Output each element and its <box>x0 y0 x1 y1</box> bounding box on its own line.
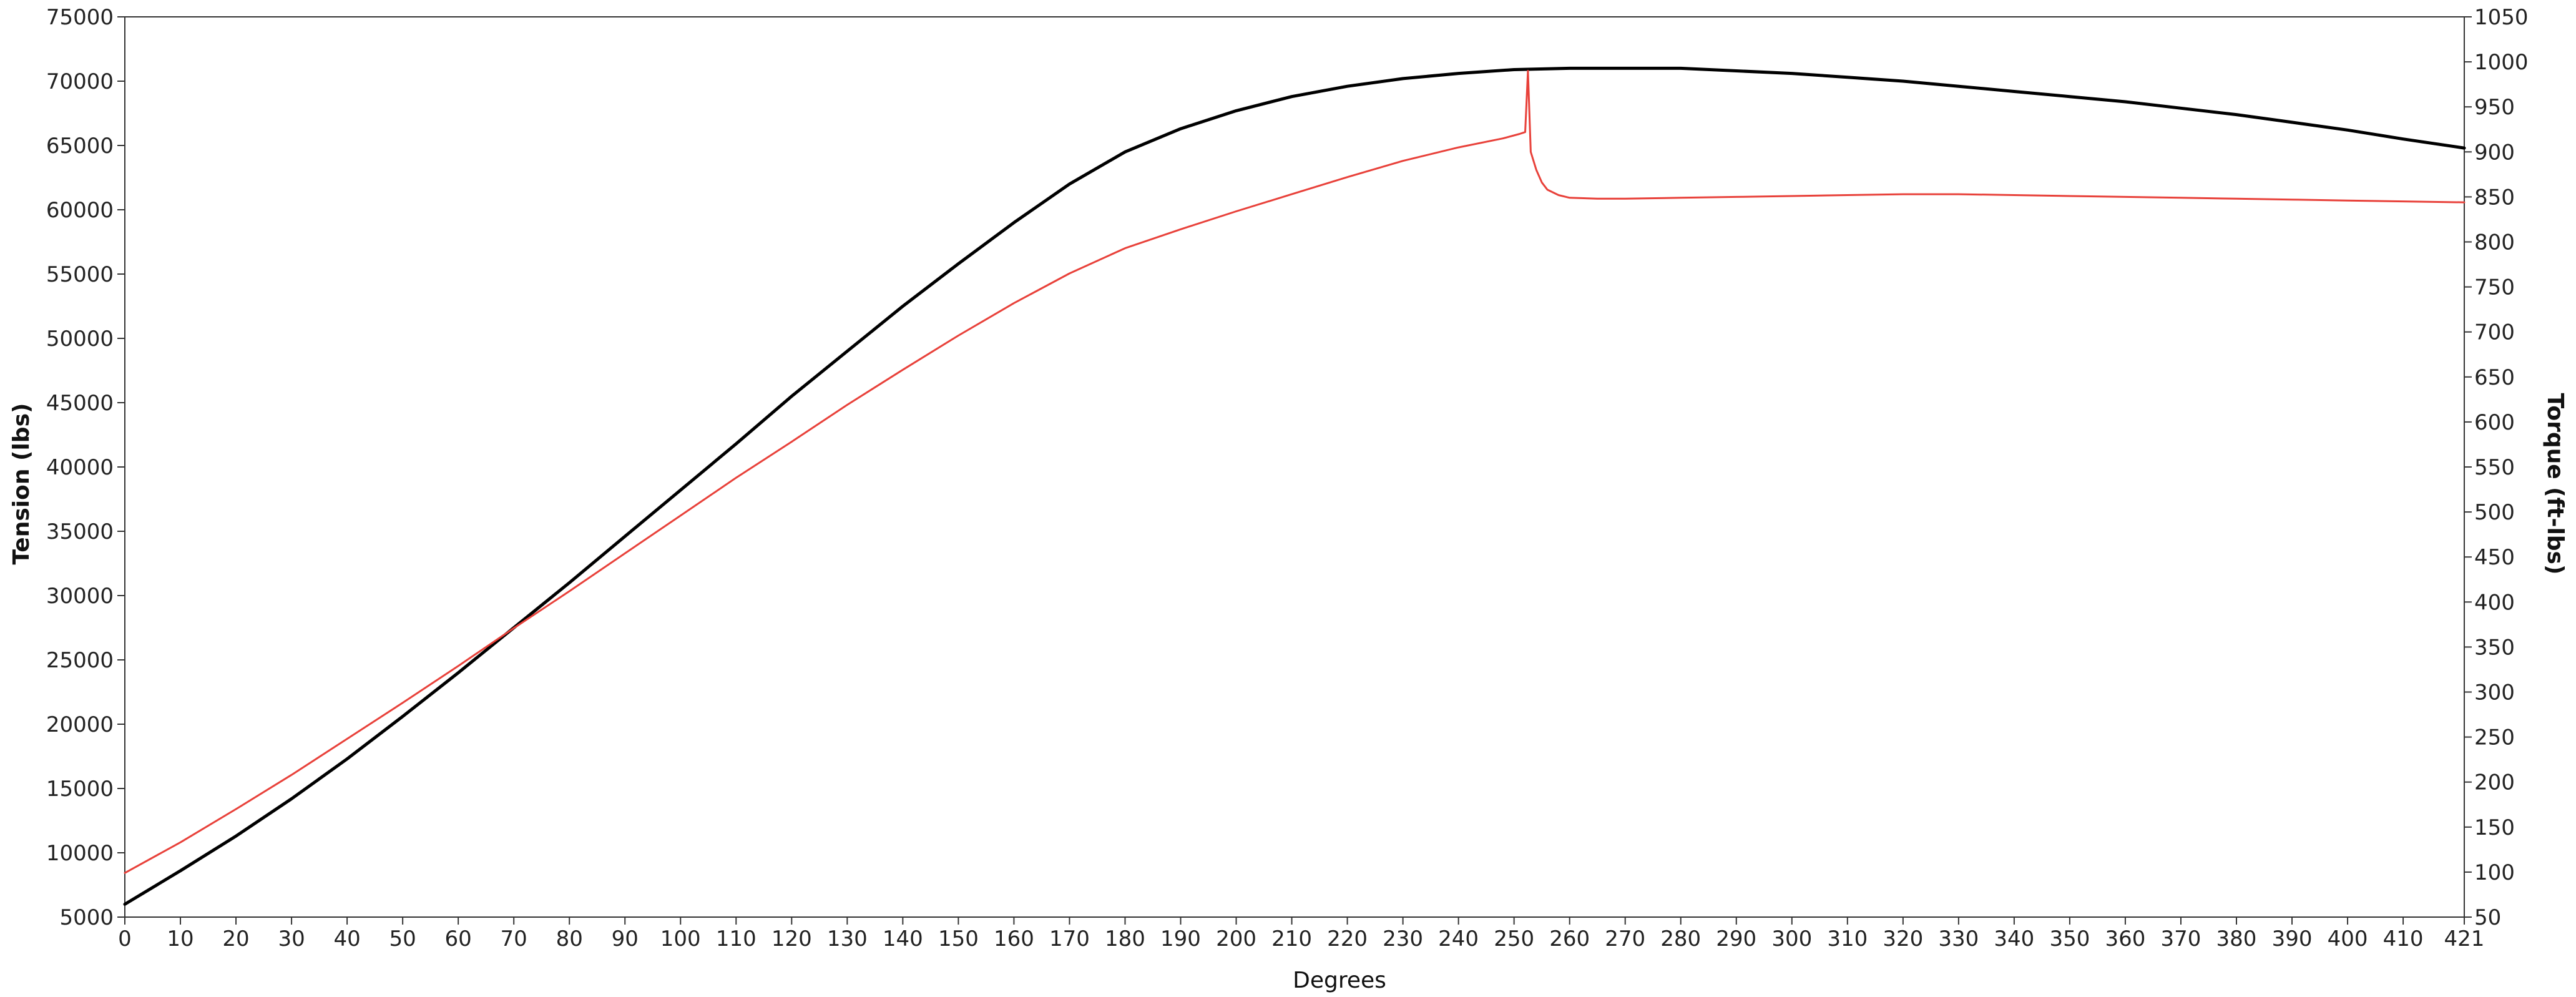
x-tick-label: 421 <box>2444 926 2485 951</box>
x-tick-label: 10 <box>167 926 193 951</box>
x-tick-label: 260 <box>1549 926 1590 951</box>
torque-series-line <box>124 70 2466 874</box>
x-tick-label: 150 <box>938 926 979 951</box>
x-tick-label: 180 <box>1105 926 1145 951</box>
y-left-tick-label: 40000 <box>46 455 114 480</box>
x-tick-label: 370 <box>2161 926 2201 951</box>
y-axis-right-title: Torque (ft-lbs) <box>2542 393 2568 575</box>
x-tick-label: 330 <box>1938 926 1979 951</box>
y-right-tick-label: 400 <box>2474 590 2515 615</box>
x-tick-label: 340 <box>1994 926 2034 951</box>
x-tick-label: 290 <box>1716 926 1756 951</box>
y-left-tick-label: 25000 <box>46 648 114 673</box>
y-right-tick-label: 300 <box>2474 680 2515 705</box>
y-right-tick-label: 550 <box>2474 455 2515 480</box>
y-right-tick-label: 650 <box>2474 365 2515 390</box>
y-left-tick-label: 70000 <box>46 69 114 94</box>
x-tick-label: 60 <box>445 926 472 951</box>
plot-frame <box>124 16 2465 918</box>
x-tick-label: 30 <box>278 926 305 951</box>
x-tick-label: 120 <box>771 926 812 951</box>
x-tick-label: 170 <box>1049 926 1090 951</box>
x-tick-label: 410 <box>2383 926 2424 951</box>
x-tick-label: 210 <box>1271 926 1312 951</box>
y-right-tick-label: 200 <box>2474 770 2515 795</box>
y-left-tick-label: 30000 <box>46 584 114 609</box>
y-right-tick-label: 100 <box>2474 860 2515 885</box>
x-tick-label: 230 <box>1383 926 1423 951</box>
x-tick-label: 300 <box>1771 926 1812 951</box>
y-right-tick-label: 750 <box>2474 275 2515 300</box>
y-right-tick-label: 850 <box>2474 185 2515 210</box>
y-left-tick-label: 5000 <box>59 905 114 930</box>
y-right-tick-label: 800 <box>2474 230 2515 255</box>
x-tick-label: 140 <box>883 926 923 951</box>
x-tick-label: 240 <box>1438 926 1479 951</box>
y-left-tick-label: 35000 <box>46 519 114 544</box>
y-right-tick-label: 1000 <box>2474 50 2529 75</box>
y-right-tick-label: 900 <box>2474 140 2515 165</box>
y-right-tick-label: 700 <box>2474 320 2515 345</box>
x-tick-label: 380 <box>2216 926 2257 951</box>
x-tick-label: 90 <box>612 926 639 951</box>
y-right-tick-label: 150 <box>2474 815 2515 840</box>
y-left-tick-label: 65000 <box>46 134 114 159</box>
x-tick-label: 270 <box>1605 926 1645 951</box>
x-tick-label: 350 <box>2049 926 2090 951</box>
y-left-tick-label: 15000 <box>46 777 114 802</box>
y-left-tick-label: 50000 <box>46 327 114 351</box>
x-tick-label: 390 <box>2272 926 2313 951</box>
y-left-tick-label: 10000 <box>46 841 114 866</box>
x-tick-label: 280 <box>1660 926 1701 951</box>
x-tick-label: 160 <box>994 926 1034 951</box>
y-right-tick-label: 350 <box>2474 635 2515 660</box>
series-layer <box>123 66 2466 906</box>
x-tick-label: 100 <box>660 926 701 951</box>
x-tick-label: 250 <box>1494 926 1534 951</box>
y-left-tick-label: 75000 <box>46 5 114 30</box>
y-left-tick-label: 20000 <box>46 712 114 737</box>
x-tick-label: 130 <box>827 926 868 951</box>
x-tick-label: 200 <box>1216 926 1256 951</box>
x-tick-label: 80 <box>556 926 583 951</box>
x-tick-label: 20 <box>222 926 249 951</box>
y-left-tick-label: 45000 <box>46 391 114 416</box>
x-tick-label: 360 <box>2105 926 2145 951</box>
y-right-tick-label: 600 <box>2474 410 2515 435</box>
x-tick-label: 0 <box>118 926 132 951</box>
y-right-tick-label: 500 <box>2474 500 2515 525</box>
x-tick-label: 110 <box>716 926 757 951</box>
x-tick-label: 320 <box>1883 926 1923 951</box>
x-tick-label: 70 <box>501 926 527 951</box>
x-tick-label: 40 <box>333 926 360 951</box>
y-right-tick-label: 950 <box>2474 95 2515 120</box>
y-left-tick-label: 55000 <box>46 262 114 287</box>
y-right-tick-label: 1050 <box>2474 5 2529 30</box>
x-tick-label: 400 <box>2328 926 2368 951</box>
y-right-tick-label: 50 <box>2474 905 2501 930</box>
x-tick-label: 50 <box>389 926 416 951</box>
x-tick-label: 220 <box>1327 926 1368 951</box>
x-tick-label: 310 <box>1827 926 1868 951</box>
axes-layer: 0 10 20 30 40 50 60 70 80 90 100 110 120 130 140 150 160… <box>46 5 2529 951</box>
y-axis-left-title: Tension (lbs) <box>9 403 34 565</box>
x-axis-title: Degrees <box>1293 968 1386 993</box>
y-right-tick-label: 250 <box>2474 725 2515 750</box>
y-left-tick-label: 60000 <box>46 198 114 223</box>
y-right-tick-label: 450 <box>2474 545 2515 570</box>
x-tick-label: 190 <box>1160 926 1201 951</box>
